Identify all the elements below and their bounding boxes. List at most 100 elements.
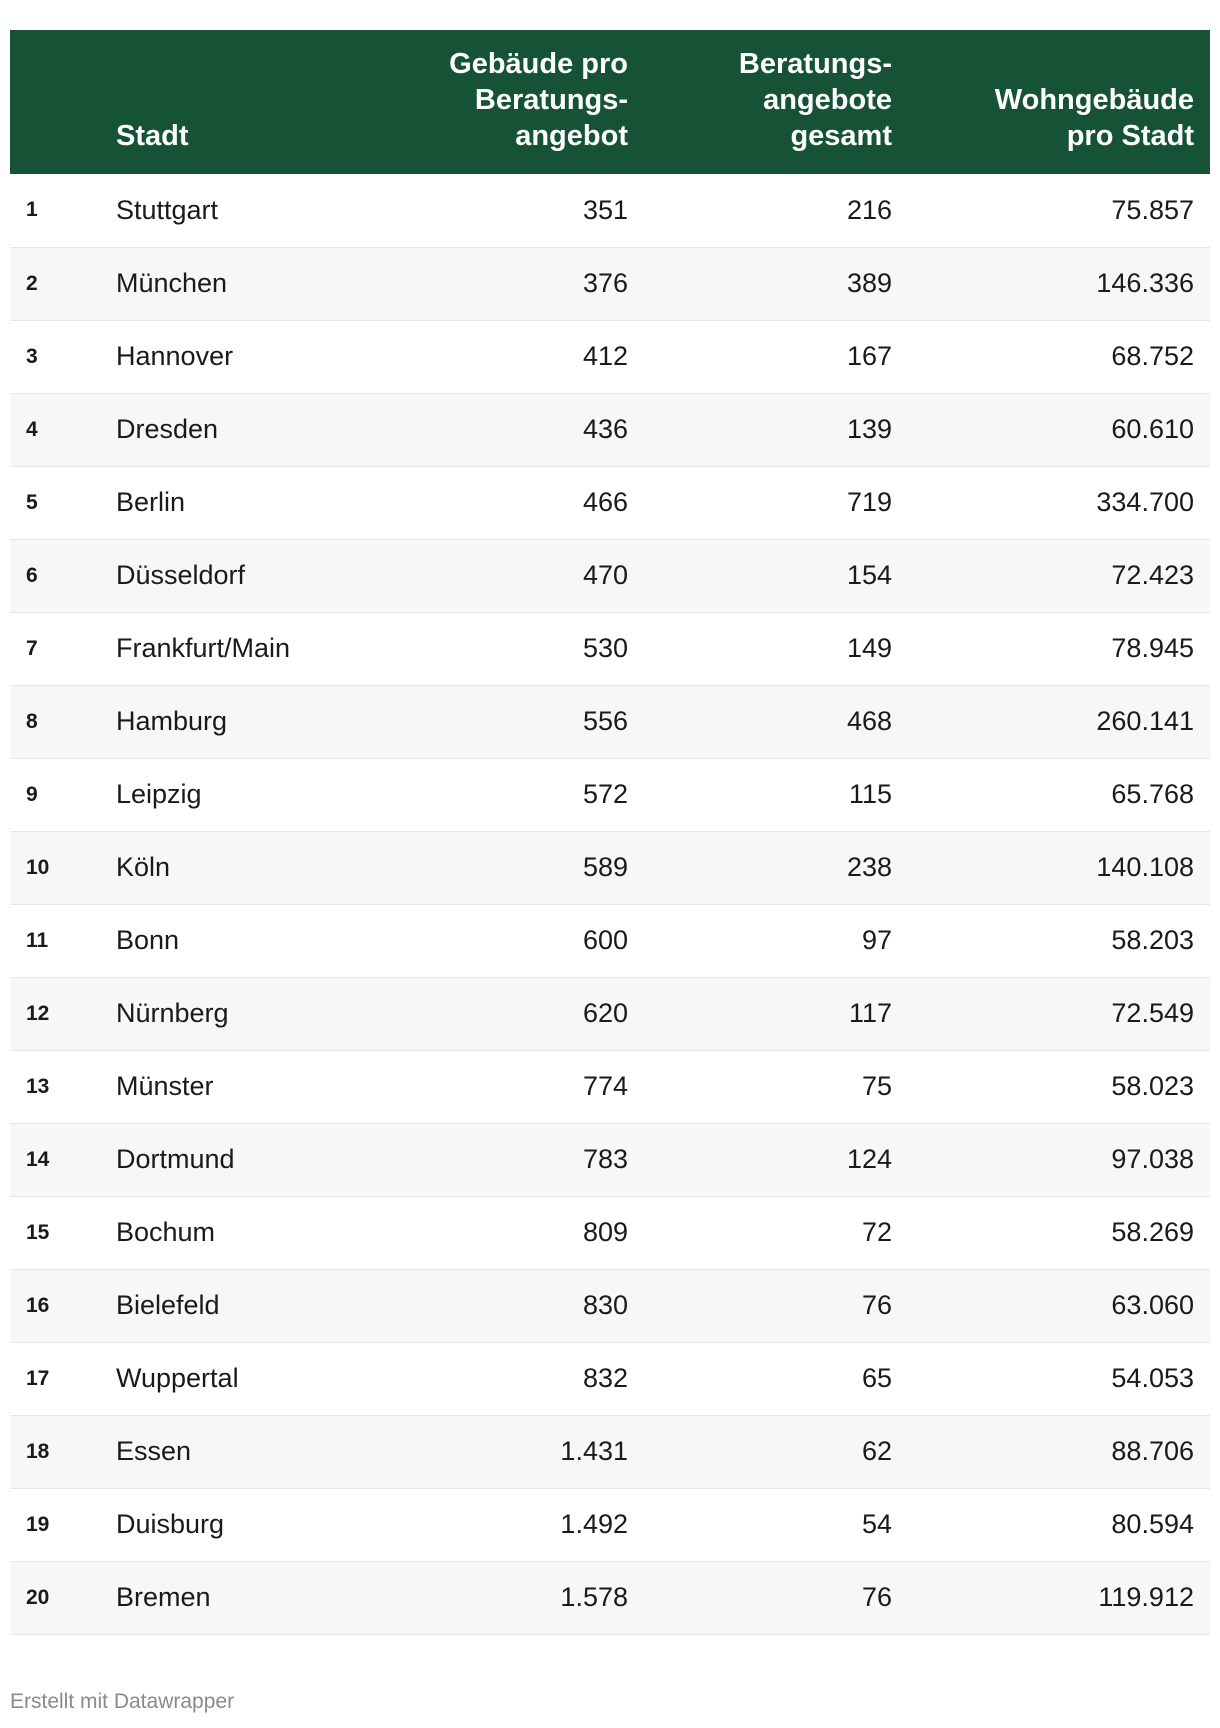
cell-rank: 7 (26, 636, 38, 660)
cell-gebaeude-pro-beratungsangebot: 376 (582, 268, 628, 298)
cell-wohngebaeude-pro-stadt: 72.549 (1111, 998, 1194, 1028)
cell-stadt: Bochum (116, 1217, 216, 1247)
cell-stadt: Dresden (116, 414, 219, 444)
cell-rank: 2 (26, 271, 38, 295)
cell-beratungsangebote-gesamt: 139 (846, 414, 892, 444)
cell-stadt: Nürnberg (116, 998, 229, 1028)
cell-rank: 1 (26, 198, 38, 222)
cell-stadt: Duisburg (116, 1509, 225, 1539)
cell-stadt: Bielefeld (116, 1290, 220, 1320)
cell-rank: 19 (26, 1512, 50, 1536)
cell-beratungsangebote-gesamt: 719 (846, 487, 892, 517)
header-rank[interactable] (10, 30, 116, 174)
cell-beratungsangebote-gesamt: 468 (846, 706, 892, 736)
cell-wohngebaeude-pro-stadt: 97.038 (1111, 1144, 1194, 1174)
cell-wohngebaeude-pro-stadt: 54.053 (1111, 1363, 1194, 1393)
table-row: 5 Berlin 466 719 334.700 (10, 466, 1210, 539)
cell-gebaeude-pro-beratungsangebot: 783 (582, 1144, 628, 1174)
cell-gebaeude-pro-beratungsangebot: 1.578 (560, 1582, 628, 1612)
cell-gebaeude-pro-beratungsangebot: 556 (582, 706, 628, 736)
header-wohngebaeude-pro-stadt[interactable]: Wohngebäude pro Stadt (994, 84, 1194, 152)
cell-wohngebaeude-pro-stadt: 58.023 (1111, 1071, 1194, 1101)
table-row: 18 Essen 1.431 62 88.706 (10, 1415, 1210, 1488)
cell-beratungsangebote-gesamt: 149 (846, 633, 892, 663)
cell-rank: 12 (26, 1001, 50, 1025)
cell-beratungsangebote-gesamt: 117 (848, 998, 892, 1028)
table-row: 13 Münster 774 75 58.023 (10, 1050, 1210, 1123)
cell-beratungsangebote-gesamt: 65 (861, 1363, 892, 1393)
cell-beratungsangebote-gesamt: 76 (861, 1290, 892, 1320)
cell-gebaeude-pro-beratungsangebot: 530 (582, 633, 628, 663)
table-row: 14 Dortmund 783 124 97.038 (10, 1123, 1210, 1196)
cell-rank: 10 (26, 855, 50, 879)
table-row: 10 Köln 589 238 140.108 (10, 831, 1210, 904)
cell-stadt: Münster (116, 1071, 214, 1101)
cell-stadt: Leipzig (116, 779, 202, 809)
cell-rank: 6 (26, 563, 38, 587)
cell-gebaeude-pro-beratungsangebot: 589 (582, 852, 628, 882)
cell-rank: 9 (26, 782, 38, 806)
cell-gebaeude-pro-beratungsangebot: 572 (582, 779, 628, 809)
cell-beratungsangebote-gesamt: 154 (846, 560, 892, 590)
cell-wohngebaeude-pro-stadt: 58.269 (1111, 1217, 1194, 1247)
cell-beratungsangebote-gesamt: 54 (861, 1509, 892, 1539)
cell-gebaeude-pro-beratungsangebot: 774 (582, 1071, 628, 1101)
table-row: 9 Leipzig 572 115 65.768 (10, 758, 1210, 831)
header-stadt[interactable]: Stadt (116, 120, 189, 152)
cell-beratungsangebote-gesamt: 238 (846, 852, 892, 882)
header-beratungsangebote-gesamt[interactable]: Beratungs- angebote gesamt (738, 48, 892, 152)
table-row: 8 Hamburg 556 468 260.141 (10, 685, 1210, 758)
cell-gebaeude-pro-beratungsangebot: 1.492 (560, 1509, 628, 1539)
cell-wohngebaeude-pro-stadt: 146.336 (1096, 268, 1194, 298)
cell-stadt: Hamburg (116, 706, 228, 736)
cell-rank: 11 (26, 928, 49, 952)
cell-stadt: Frankfurt/Main (116, 633, 291, 663)
cell-rank: 3 (26, 344, 38, 368)
header-row: Stadt Gebäude pro Beratungs- angebot Ber… (10, 30, 1210, 174)
cell-rank: 14 (26, 1147, 50, 1171)
cell-gebaeude-pro-beratungsangebot: 351 (582, 194, 628, 225)
cell-rank: 18 (26, 1439, 50, 1463)
cell-gebaeude-pro-beratungsangebot: 412 (582, 341, 628, 371)
cell-wohngebaeude-pro-stadt: 58.203 (1111, 925, 1194, 955)
cell-stadt: Essen (116, 1436, 192, 1466)
cell-gebaeude-pro-beratungsangebot: 466 (582, 487, 628, 517)
cell-wohngebaeude-pro-stadt: 88.706 (1111, 1436, 1194, 1466)
cell-gebaeude-pro-beratungsangebot: 470 (582, 560, 628, 590)
cell-beratungsangebote-gesamt: 124 (846, 1144, 892, 1174)
cell-wohngebaeude-pro-stadt: 80.594 (1111, 1509, 1194, 1539)
cell-beratungsangebote-gesamt: 115 (848, 779, 892, 809)
cell-beratungsangebote-gesamt: 216 (846, 194, 892, 225)
cell-rank: 8 (26, 709, 38, 733)
cell-rank: 16 (26, 1293, 50, 1317)
table-row: 11 Bonn 600 97 58.203 (10, 904, 1210, 977)
cell-wohngebaeude-pro-stadt: 78.945 (1111, 633, 1194, 663)
cell-beratungsangebote-gesamt: 76 (861, 1582, 892, 1612)
cell-stadt: Düsseldorf (116, 560, 246, 590)
cell-gebaeude-pro-beratungsangebot: 620 (582, 998, 628, 1028)
table-row: 3 Hannover 412 167 68.752 (10, 320, 1210, 393)
cell-stadt: Stuttgart (116, 194, 219, 225)
cell-rank: 20 (26, 1585, 50, 1609)
cell-wohngebaeude-pro-stadt: 68.752 (1111, 341, 1194, 371)
cell-gebaeude-pro-beratungsangebot: 832 (582, 1363, 628, 1393)
city-ranking-table: Stadt Gebäude pro Beratungs- angebot Ber… (10, 30, 1210, 1635)
cell-wohngebaeude-pro-stadt: 60.610 (1111, 414, 1194, 444)
cell-beratungsangebote-gesamt: 167 (846, 341, 892, 371)
cell-wohngebaeude-pro-stadt: 72.423 (1111, 560, 1194, 590)
cell-wohngebaeude-pro-stadt: 65.768 (1111, 779, 1194, 809)
header-gebaeude-pro-beratungsangebot[interactable]: Gebäude pro Beratungs- angebot (449, 48, 628, 152)
cell-rank: 13 (26, 1074, 50, 1098)
table-row: 19 Duisburg 1.492 54 80.594 (10, 1488, 1210, 1561)
cell-gebaeude-pro-beratungsangebot: 830 (582, 1290, 628, 1320)
table-row: 6 Düsseldorf 470 154 72.423 (10, 539, 1210, 612)
cell-stadt: Wuppertal (116, 1363, 239, 1393)
cell-rank: 5 (26, 490, 38, 514)
datawrapper-credit: Erstellt mit Datawrapper (10, 1690, 235, 1713)
table-header: Stadt Gebäude pro Beratungs- angebot Ber… (10, 30, 1210, 174)
cell-gebaeude-pro-beratungsangebot: 600 (582, 925, 628, 955)
table-row: 7 Frankfurt/Main 530 149 78.945 (10, 612, 1210, 685)
table-row: 16 Bielefeld 830 76 63.060 (10, 1269, 1210, 1342)
cell-beratungsangebote-gesamt: 72 (861, 1217, 892, 1247)
cell-rank: 17 (26, 1366, 50, 1390)
